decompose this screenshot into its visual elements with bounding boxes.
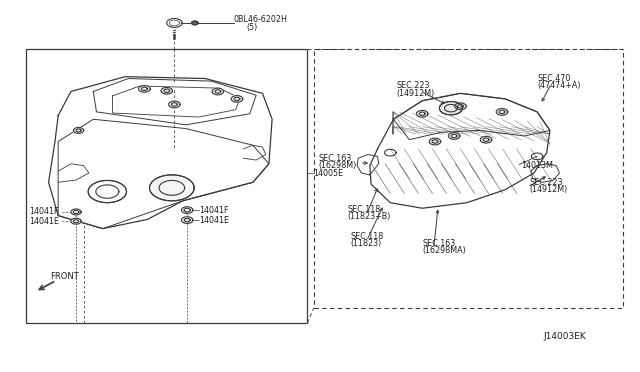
Polygon shape	[496, 109, 508, 115]
Polygon shape	[417, 110, 428, 117]
Text: (14912M): (14912M)	[397, 89, 435, 98]
Text: SEC.223: SEC.223	[397, 81, 430, 90]
Polygon shape	[71, 218, 81, 224]
Text: J14003EK: J14003EK	[543, 331, 586, 341]
Text: 14041E: 14041E	[29, 217, 59, 226]
Text: (16298MA): (16298MA)	[422, 246, 466, 255]
Text: (16298M): (16298M)	[319, 161, 357, 170]
Polygon shape	[167, 19, 182, 28]
Text: 14041F: 14041F	[29, 208, 58, 217]
Bar	[314, 49, 623, 308]
Text: 0BL46-6202H: 0BL46-6202H	[234, 15, 287, 24]
Text: 14041F: 14041F	[198, 206, 228, 215]
Polygon shape	[181, 217, 193, 224]
Text: (5): (5)	[246, 23, 258, 32]
Polygon shape	[231, 96, 243, 102]
Text: FRONT: FRONT	[50, 272, 79, 281]
Text: (11823): (11823)	[351, 239, 382, 248]
Text: SEC.163: SEC.163	[422, 239, 456, 248]
Text: 14013M: 14013M	[521, 161, 553, 170]
Polygon shape	[169, 101, 180, 108]
Polygon shape	[212, 88, 223, 95]
Polygon shape	[429, 138, 441, 145]
Polygon shape	[88, 180, 127, 203]
Polygon shape	[449, 133, 460, 139]
Polygon shape	[480, 137, 492, 143]
Polygon shape	[455, 103, 467, 110]
Text: SEC.470: SEC.470	[537, 74, 570, 83]
Polygon shape	[74, 128, 84, 134]
Polygon shape	[181, 207, 193, 214]
Polygon shape	[139, 86, 150, 92]
Text: (11823+B): (11823+B)	[348, 212, 391, 221]
Bar	[26, 49, 307, 323]
Polygon shape	[150, 175, 194, 201]
Text: SEC.118: SEC.118	[348, 205, 381, 214]
Text: SEC.163: SEC.163	[319, 154, 352, 163]
Text: (47474+A): (47474+A)	[537, 81, 580, 90]
Polygon shape	[71, 209, 81, 215]
Polygon shape	[161, 87, 173, 94]
Text: SEC.118: SEC.118	[351, 231, 384, 241]
Text: SEC.223: SEC.223	[529, 178, 563, 187]
Polygon shape	[191, 21, 198, 25]
Text: 14041E: 14041E	[198, 216, 228, 225]
Polygon shape	[440, 102, 463, 115]
Text: 14005E: 14005E	[314, 169, 344, 177]
Text: (14912M): (14912M)	[529, 185, 568, 194]
